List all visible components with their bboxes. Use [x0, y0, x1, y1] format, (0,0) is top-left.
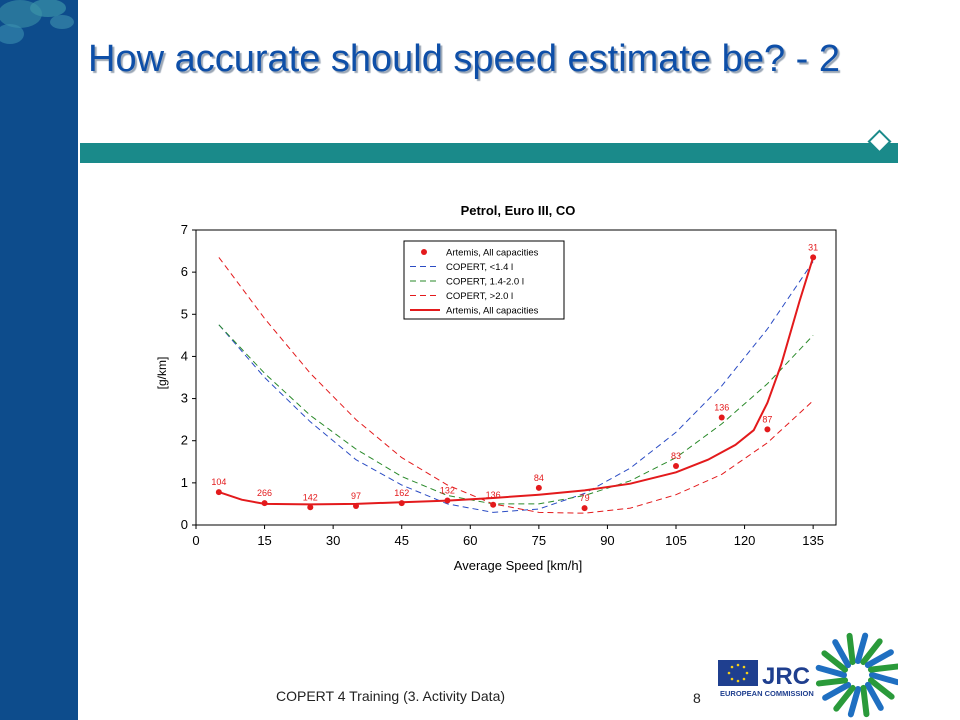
sunburst-ray	[847, 686, 861, 718]
legend: Artemis, All capacities COPERT, <1.4 l COP…	[403, 240, 565, 320]
x-tick-label: 75	[532, 533, 546, 548]
legend-label: COPERT, 1.4-2.0 l	[446, 277, 524, 288]
sunburst-ray	[869, 672, 898, 686]
chart-title: Petrol, Euro III, CO	[461, 203, 576, 218]
legend-marker	[421, 249, 427, 255]
sunburst-ray	[821, 650, 849, 673]
footer-text: COPERT 4 Training (3. Activity Data)	[276, 688, 506, 704]
data-point	[398, 500, 405, 507]
emissions-chart: Petrol, Euro III, CO 0 15 30 45 60 75 90 105 120…	[155, 203, 837, 573]
data-point-label: 84	[534, 473, 544, 483]
x-tick-label: 30	[326, 533, 340, 548]
data-point-label: 87	[762, 414, 772, 424]
x-tick-label: 105	[665, 533, 687, 548]
y-tick-label: 3	[181, 391, 188, 406]
data-point-label: 162	[394, 488, 409, 498]
data-point	[261, 500, 268, 507]
y-tick-label: 2	[181, 433, 188, 448]
sunburst-center	[848, 665, 868, 685]
legend-frame	[403, 240, 565, 320]
x-tick-label: 90	[600, 533, 614, 548]
sunburst-ray	[832, 639, 852, 669]
data-point-label: 104	[211, 477, 226, 487]
y-tick-label: 1	[181, 475, 188, 490]
x-tick-label: 120	[734, 533, 756, 548]
y-tick-label: 0	[181, 517, 188, 532]
sunburst-ray	[833, 684, 856, 712]
x-tick-label: 15	[257, 533, 271, 548]
sunburst-ray	[822, 681, 852, 701]
x-tick-label: 60	[463, 533, 477, 548]
data-point-label: 79	[580, 493, 590, 503]
legend-label: Artemis, All capacities	[446, 248, 539, 259]
legend-label: COPERT, <1.4 l	[446, 262, 513, 273]
jrc-sunburst-icon	[815, 632, 898, 718]
series-line-1	[218, 324, 814, 505]
data-point	[581, 505, 588, 512]
x-axis-label: Average Speed [km/h]	[454, 558, 582, 573]
data-point	[673, 463, 679, 469]
corner-leaf-graphic	[0, 0, 78, 60]
data-point	[764, 426, 771, 433]
series-line-0	[218, 261, 814, 513]
data-point-label: 132	[440, 486, 455, 496]
sunburst-ray	[867, 677, 895, 700]
y-tick-label: 6	[181, 264, 188, 279]
data-point	[810, 254, 817, 261]
y-axis-label: [g/km]	[155, 357, 169, 390]
title-underline-bar	[80, 143, 898, 163]
jrc-european-commission-logo: JRC EUROPEAN COMMISSION	[718, 632, 898, 718]
legend-label: COPERT, >2.0 l	[446, 291, 513, 302]
y-tick-label: 4	[181, 348, 188, 363]
sunburst-ray	[815, 664, 847, 678]
data-point-label: 142	[303, 492, 318, 502]
left-sidebar-band	[0, 0, 78, 720]
x-tick-label: 0	[192, 533, 199, 548]
sunburst-ray	[864, 681, 884, 711]
data-point	[535, 484, 542, 491]
data-point-label: 31	[808, 242, 818, 252]
legend-label: Artemis, All capacities	[446, 306, 539, 317]
page-number: 8	[693, 690, 701, 706]
sunburst-ray	[867, 663, 898, 673]
sunburst-ray	[846, 632, 856, 666]
sunburst-ray	[860, 684, 870, 718]
sunburst-ray	[855, 632, 869, 664]
sunburst-ray	[815, 677, 849, 687]
data-point	[215, 489, 222, 496]
y-tick-label: 7	[181, 222, 188, 237]
data-point	[490, 501, 497, 508]
data-point-label: 83	[671, 451, 681, 461]
x-tick-label: 45	[394, 533, 408, 548]
data-point-label: 266	[257, 488, 272, 498]
european-commission-logo-text: EUROPEAN COMMISSION	[720, 689, 814, 698]
slide-title: How accurate should speed estimate be? -…	[88, 38, 840, 80]
data-point	[307, 504, 314, 511]
y-tick-label: 5	[181, 306, 188, 321]
data-point	[353, 503, 359, 510]
jrc-logo-text: JRC	[762, 663, 810, 690]
data-point	[718, 414, 725, 421]
series-line-2	[218, 257, 814, 514]
data-point	[444, 497, 451, 504]
x-tick-label: 135	[802, 533, 824, 548]
data-point-label: 97	[351, 491, 361, 501]
data-point-label: 136	[486, 490, 501, 500]
diamond-icon	[867, 129, 892, 154]
data-points: 104 266 142 97 162 132 136 84 79 83 136 87 31	[211, 242, 818, 512]
sunburst-ray	[864, 649, 894, 669]
data-point-label: 136	[714, 403, 729, 413]
sunburst-ray	[860, 638, 883, 666]
